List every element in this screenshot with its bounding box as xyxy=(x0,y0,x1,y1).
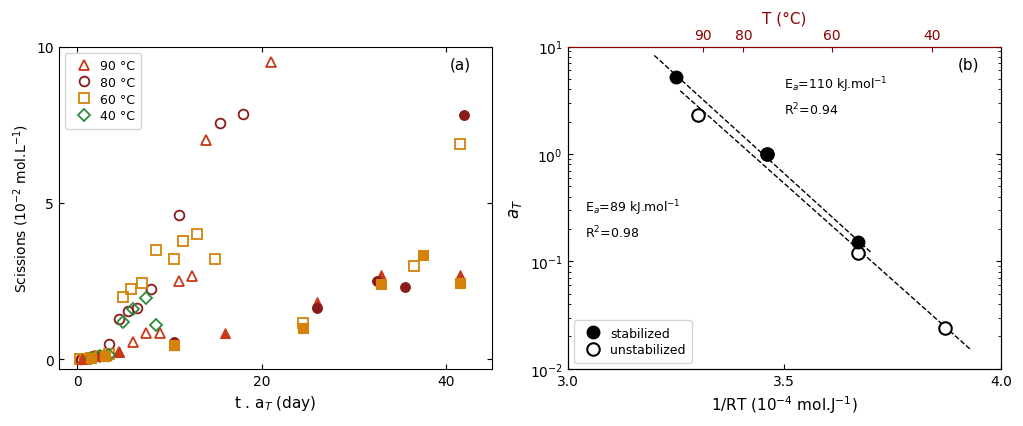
Y-axis label: Scissions (10$^{-2}$ mol.L$^{-1}$): Scissions (10$^{-2}$ mol.L$^{-1}$) xyxy=(11,124,31,292)
Text: (b): (b) xyxy=(958,57,979,72)
Text: E$_a$=110 kJ.mol$^{-1}$
R$^2$=0.94: E$_a$=110 kJ.mol$^{-1}$ R$^2$=0.94 xyxy=(785,75,888,118)
Legend: stabilized, unstabilized: stabilized, unstabilized xyxy=(574,320,692,363)
X-axis label: 1/RT (10$^{-4}$ mol.J$^{-1}$): 1/RT (10$^{-4}$ mol.J$^{-1}$) xyxy=(711,393,857,415)
Legend: 90 °C, 80 °C, 60 °C, 40 °C: 90 °C, 80 °C, 60 °C, 40 °C xyxy=(65,54,141,129)
Text: (a): (a) xyxy=(449,57,471,72)
Y-axis label: $a_T$: $a_T$ xyxy=(506,198,524,218)
Text: E$_a$=89 kJ.mol$^{-1}$
R$^2$=0.98: E$_a$=89 kJ.mol$^{-1}$ R$^2$=0.98 xyxy=(585,198,680,241)
X-axis label: t . a$_T$ (day): t . a$_T$ (day) xyxy=(234,393,317,412)
X-axis label: T (°C): T (°C) xyxy=(762,11,806,26)
